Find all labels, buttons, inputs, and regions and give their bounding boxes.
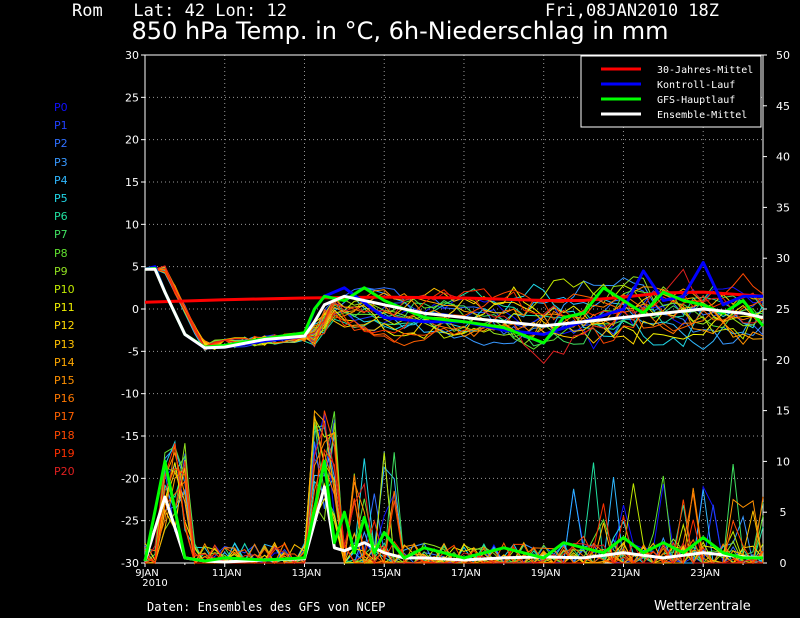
legend-label: Ensemble-Mittel — [657, 110, 747, 121]
precip-mean-line — [143, 485, 764, 564]
member-precip-line — [144, 421, 764, 565]
right-tick-label: 30 — [776, 252, 790, 265]
member-label-p13: P13 — [54, 337, 75, 351]
member-label-p7: P7 — [54, 228, 68, 242]
member-label-p14: P14 — [54, 355, 75, 369]
member-label-p1: P1 — [54, 119, 68, 133]
member-temp-line — [145, 268, 764, 349]
right-tick-label: 40 — [776, 151, 790, 164]
member-label-p9: P9 — [54, 264, 68, 278]
member-label-p16: P16 — [54, 392, 75, 406]
legend-label: GFS-Hauptlauf — [657, 95, 735, 106]
chart-legend: 30-Jahres-Mittel Kontroll-Lauf GFS-Hauptla… — [580, 55, 762, 128]
member-label-p6: P6 — [54, 210, 68, 224]
x-tick-label: 11JAN — [212, 568, 242, 579]
member-precip-line — [144, 411, 764, 565]
x-tick-label: 13JAN — [292, 568, 322, 579]
right-tick-label: 5 — [780, 506, 787, 519]
legend-label: 30-Jahres-Mittel — [657, 65, 753, 76]
x-tick-label: 15JAN — [371, 568, 401, 579]
left-tick-label: -10 — [121, 388, 139, 401]
member-label-p5: P5 — [54, 192, 68, 205]
legend-label: Kontroll-Lauf — [657, 80, 735, 91]
member-precip-line — [144, 422, 764, 564]
left-tick-label: 10 — [125, 218, 139, 231]
x-tick-label: 9JAN — [135, 568, 158, 579]
run-date-label: Fri,08JAN2010 18Z — [545, 1, 719, 21]
left-tick-label: 5 — [132, 261, 139, 274]
member-label-p19: P19 — [54, 446, 75, 460]
right-tick-label: 25 — [776, 303, 790, 316]
left-tick-label: 20 — [125, 134, 139, 147]
location-label: Rom Lat: 42 Lon: 12 — [72, 1, 287, 21]
data-source-text: Daten: Ensembles des GFS von NCEP — [147, 600, 386, 614]
member-label-p12: P12 — [54, 319, 75, 333]
right-tick-label: 35 — [776, 201, 790, 214]
right-tick-label: 15 — [776, 405, 790, 418]
member-label-p2: P2 — [54, 137, 68, 151]
axes: 302520151050-5-10-15-20-25-3050454035302… — [121, 49, 790, 589]
brand-text: Wetterzentrale — [654, 599, 751, 614]
member-label-p20: P20 — [54, 465, 75, 478]
member-precip-line — [145, 416, 764, 565]
x-year-label: 2010 — [142, 578, 167, 589]
left-tick-label: 0 — [132, 303, 139, 316]
left-tick-label: -5 — [128, 345, 139, 358]
member-label-p3: P3 — [54, 155, 68, 169]
member-label-p0: P0 — [54, 101, 68, 114]
member-lines — [144, 265, 764, 565]
climatology-line — [144, 290, 764, 304]
member-label-p18: P18 — [54, 428, 75, 442]
x-tick-label: 23JAN — [690, 568, 720, 579]
member-label-p10: P10 — [54, 283, 75, 296]
member-label-p8: P8 — [54, 246, 68, 260]
x-tick-label: 17JAN — [451, 568, 481, 579]
member-precip-line — [145, 425, 764, 565]
member-label-p11: P11 — [54, 301, 75, 315]
left-tick-label: 15 — [125, 176, 139, 189]
x-tick-label: 21JAN — [611, 568, 641, 579]
member-temp-line — [145, 267, 764, 347]
member-temp-line — [145, 268, 764, 346]
left-tick-label: -30 — [121, 557, 139, 570]
main-lines — [143, 260, 765, 564]
chart-title: 850 hPa Temp. in °C, 6h-Niederschlag in … — [131, 17, 669, 45]
left-tick-label: -25 — [121, 515, 139, 528]
left-tick-label: -15 — [121, 430, 139, 443]
member-label-p17: P17 — [54, 410, 75, 424]
left-tick-label: -20 — [121, 472, 139, 485]
x-tick-label: 19JAN — [531, 568, 561, 579]
member-label-p4: P4 — [54, 173, 68, 187]
mean-line — [145, 267, 764, 350]
right-tick-label: 20 — [776, 354, 790, 367]
precip-operational-line — [143, 459, 763, 563]
member-precip-line — [144, 423, 764, 565]
right-tick-label: 50 — [776, 49, 790, 62]
left-tick-label: 25 — [125, 91, 139, 104]
right-tick-label: 45 — [776, 100, 790, 113]
grid — [145, 55, 763, 563]
left-tick-label: 30 — [125, 49, 139, 62]
right-tick-label: 10 — [776, 455, 790, 468]
member-label-p15: P15 — [54, 374, 75, 387]
right-tick-label: 0 — [780, 557, 787, 570]
member-precip-line — [145, 419, 763, 564]
